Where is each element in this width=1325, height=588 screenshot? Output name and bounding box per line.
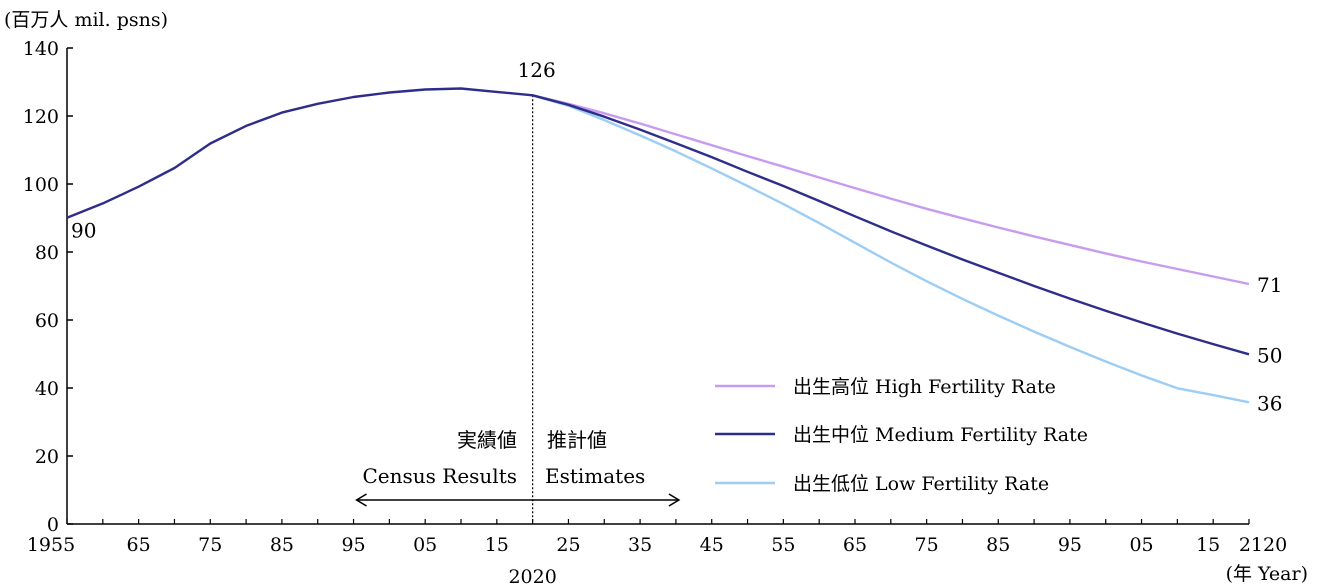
legend: 出生高位 High Fertility Rate 出生中位 Medium Fer… xyxy=(715,376,1088,495)
series-line-high xyxy=(532,94,1250,286)
start-value-label: 90 xyxy=(71,219,96,243)
end-label-low: 36 xyxy=(1257,391,1282,415)
x-tick-label: 85 xyxy=(986,534,1010,556)
x-tick-label: 15 xyxy=(485,534,509,556)
y-tick-label: 40 xyxy=(35,378,59,400)
x-ticks: 1955 65 75 85 95 05 15 25 35 45 55 65 75 85 95 05 15 2120 xyxy=(27,519,1287,556)
axes xyxy=(66,48,1249,525)
y-tick-label: 100 xyxy=(23,174,59,196)
peak-value-label: 126 xyxy=(518,58,556,82)
x-tick-label: 35 xyxy=(628,534,652,556)
legend-label-high: 出生高位 High Fertility Rate xyxy=(793,376,1056,398)
x-tick-label: 95 xyxy=(341,534,365,556)
end-label-high: 71 xyxy=(1257,273,1282,297)
x-tick-label: 85 xyxy=(270,534,294,556)
census-results-en: Census Results xyxy=(362,464,517,488)
arrow-head-left xyxy=(355,493,367,507)
estimates-en: Estimates xyxy=(545,464,645,488)
x-tick-label: 25 xyxy=(556,534,580,556)
x-tick-label: 2120 xyxy=(1239,534,1287,556)
y-tick-label: 0 xyxy=(47,514,59,536)
y-tick-label: 140 xyxy=(23,38,59,60)
x-tick-label: 55 xyxy=(771,534,795,556)
x-tick-label: 75 xyxy=(915,534,939,556)
x-tick-label: 95 xyxy=(1058,534,1082,556)
x-tick-label: 45 xyxy=(700,534,724,556)
y-tick-label: 80 xyxy=(35,242,59,264)
x-tick-label: 65 xyxy=(127,534,151,556)
y-ticks: 0 20 40 60 80 100 120 140 xyxy=(23,38,73,536)
y-tick-label: 20 xyxy=(35,446,59,468)
legend-label-low: 出生低位 Low Fertility Rate xyxy=(793,473,1049,495)
y-tick-label: 60 xyxy=(35,310,59,332)
census-results-jp: 実績値 xyxy=(457,428,517,452)
end-labels: 71 50 36 xyxy=(1257,273,1282,415)
y-axis-label: (百万人 mil. psns) xyxy=(4,9,168,31)
x-tick-label: 05 xyxy=(413,534,437,556)
arrow-head-right xyxy=(668,493,681,507)
y-tick-label: 120 xyxy=(23,106,59,128)
end-label-medium: 50 xyxy=(1257,343,1282,367)
divider-year-label: 2020 xyxy=(508,566,556,588)
x-tick-label: 75 xyxy=(198,534,222,556)
legend-label-medium: 出生中位 Medium Fertility Rate xyxy=(793,424,1088,446)
series-line-low xyxy=(532,94,1250,404)
x-tick-label: 15 xyxy=(1196,534,1220,556)
x-tick-label: 1955 xyxy=(27,534,75,556)
x-tick-label: 65 xyxy=(843,534,867,556)
series-line-medium xyxy=(66,87,1250,356)
period-annotation: 実績値 Census Results 推計値 Estimates xyxy=(355,428,681,507)
series-lines xyxy=(66,87,1250,404)
estimates-jp: 推計値 xyxy=(547,428,607,452)
x-axis-label: (年 Year) xyxy=(1226,563,1308,585)
x-tick-label: 05 xyxy=(1129,534,1153,556)
